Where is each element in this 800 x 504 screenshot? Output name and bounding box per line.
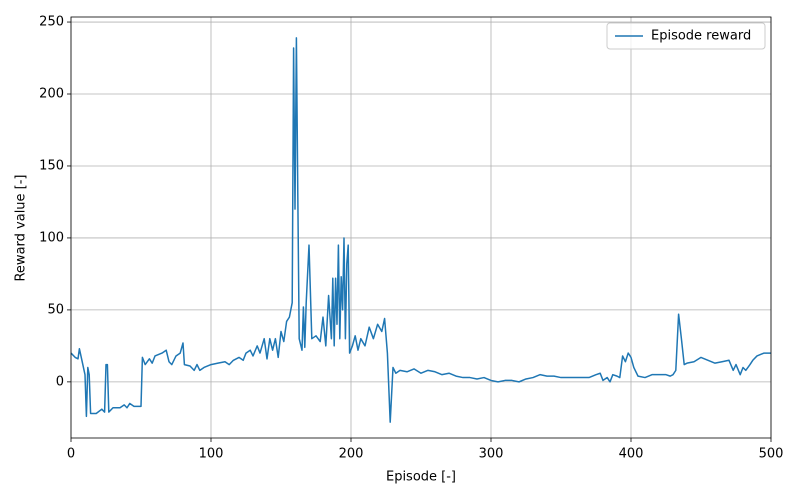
y-axis-label: Reward value [-] <box>14 174 29 281</box>
y-tick-label: 250 <box>39 15 64 30</box>
y-tick-label: 100 <box>39 230 64 245</box>
x-tick-label: 500 <box>759 447 784 462</box>
y-tick-label: 150 <box>39 158 64 173</box>
x-tick-label: 300 <box>479 447 504 462</box>
x-tick-label: 100 <box>199 447 224 462</box>
x-axis-label: Episode [-] <box>386 470 456 485</box>
line-series <box>70 37 771 423</box>
y-tick-label: 0 <box>56 374 64 389</box>
legend-label: Episode reward <box>651 29 751 44</box>
legend-box <box>606 22 766 50</box>
y-tick-label: 200 <box>39 87 64 102</box>
plot-frame <box>70 16 772 439</box>
x-tick-label: 400 <box>619 447 644 462</box>
x-tick-label: 200 <box>339 447 364 462</box>
x-tick-label: 0 <box>67 447 75 462</box>
y-tick-label: 50 <box>47 302 64 317</box>
